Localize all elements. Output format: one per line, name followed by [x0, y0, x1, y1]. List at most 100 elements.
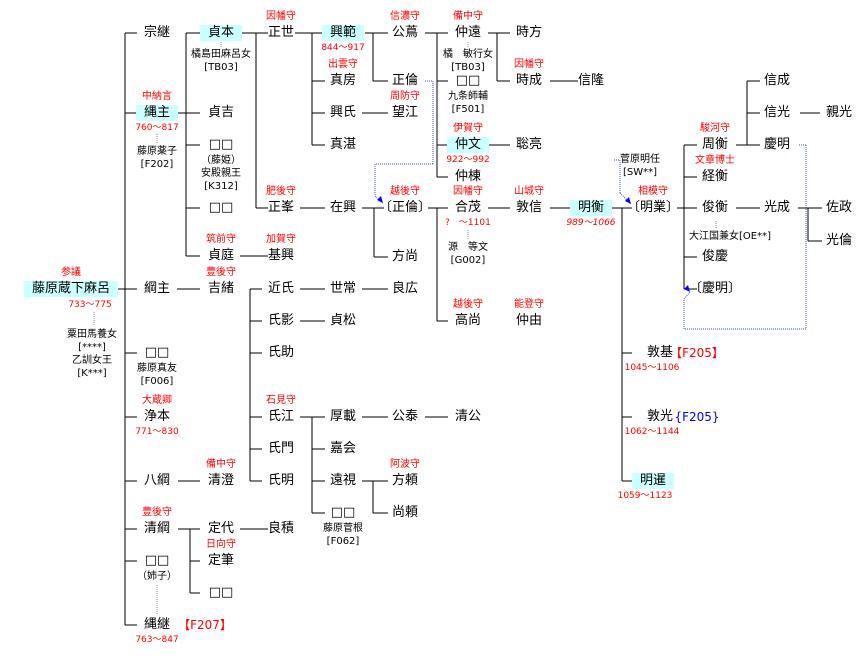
person-masayori[interactable]: 方頼 — [391, 473, 419, 488]
person-meisen[interactable]: 明暹 — [631, 473, 675, 489]
life-years: 760～817 — [135, 123, 179, 133]
person-kiyokimi[interactable]: 清公 — [454, 409, 482, 424]
person-naoyori[interactable]: 尚頼 — [391, 505, 419, 520]
person-sadayo[interactable]: 定代 — [207, 521, 235, 536]
office-title: 豊後守 — [142, 507, 172, 518]
person-akihira[interactable]: 明衡 — [569, 200, 613, 216]
person-okinori[interactable]: 興範 — [321, 25, 365, 41]
person-yoshio[interactable]: 吉緒 — [207, 281, 235, 296]
person-u1[interactable]: □□ — [144, 345, 170, 360]
person-u7[interactable]: □□ — [455, 73, 481, 88]
ref-code[interactable]: 【F205】 — [670, 346, 724, 360]
person-ujikado[interactable]: 氏門 — [267, 441, 295, 456]
person-kurajimaro[interactable]: 藤原蔵下麻呂 — [23, 281, 119, 297]
person-matan[interactable]: 真湛 — [329, 137, 357, 152]
person-kiyomoto[interactable]: 浄本 — [143, 409, 171, 424]
person-masamine[interactable]: 正峯 — [267, 200, 295, 215]
person-kiyotsuna[interactable]: 清綱 — [143, 521, 171, 536]
person-kimiyasu[interactable]: 公泰 — [391, 409, 419, 424]
spouse-name: 源 等文 — [448, 242, 488, 253]
person-tadatsugu[interactable]: 縄継 — [143, 617, 171, 632]
person-kiyosumi[interactable]: 清澄 — [207, 473, 235, 488]
person-masayo[interactable]: 正世 — [267, 25, 295, 40]
person-mafusa[interactable]: 真房 — [329, 73, 357, 88]
person-toshihira[interactable]: 俊衡 — [701, 200, 729, 215]
person-nakayoshi[interactable]: 仲由 — [515, 313, 543, 328]
person-yoshitsumi[interactable]: 良積 — [267, 521, 295, 536]
person-tadanushi[interactable]: 縄主 — [135, 105, 179, 121]
person-motooki[interactable]: 基興 — [267, 248, 295, 263]
person-ujiakira[interactable]: 氏明 — [267, 473, 295, 488]
person-ujie[interactable]: 氏江 — [267, 409, 295, 424]
person-mitsunari[interactable]: 光成 — [763, 200, 791, 215]
office-title: 豊後守 — [206, 267, 236, 278]
person-arioki[interactable]: 在興 — [329, 200, 357, 215]
person-sadafude[interactable]: 定筆 — [207, 553, 235, 568]
spouse-name: 藤原菅根 — [323, 523, 363, 534]
ref-code[interactable]: {F205} — [674, 410, 720, 424]
person-masanao[interactable]: 方尚 — [391, 249, 419, 264]
person-nakafumi[interactable]: 仲文 — [446, 137, 490, 153]
person-tokikata[interactable]: 時方 — [515, 25, 543, 40]
person-yoshihiro[interactable]: 良広 — [391, 281, 419, 296]
person-yotsune[interactable]: 世常 — [329, 281, 357, 296]
person-mitsunori[interactable]: 光倫 — [825, 233, 853, 248]
person-tokinari[interactable]: 時成 — [515, 73, 543, 88]
person-atsunobu[interactable]: 敦信 — [515, 200, 543, 215]
person-u5[interactable]: □□ — [208, 585, 234, 600]
ref-code[interactable]: 【F207】 — [178, 618, 232, 632]
person-nakatoo[interactable]: 仲遠 — [454, 25, 482, 40]
office-title: 阿波守 — [390, 459, 420, 470]
person-tsunanushi[interactable]: 綱主 — [143, 281, 171, 296]
person-chikauji[interactable]: 近氏 — [267, 281, 295, 296]
person-masanori[interactable]: 正倫 — [391, 73, 419, 88]
person-soryo[interactable]: 聡亮 — [515, 137, 543, 152]
office-title: 日向守 — [206, 539, 236, 550]
spouse-info: [K312] — [204, 181, 238, 192]
person-yatsuna[interactable]: 八綱 — [143, 473, 171, 488]
office-title: 備中守 — [453, 11, 483, 22]
person-moe[interactable]: 望江 — [391, 105, 419, 120]
spouse-name: [SW**] — [622, 167, 658, 178]
person-nobunari[interactable]: 信成 — [763, 73, 791, 88]
person-atsumitsu[interactable]: 敦光 — [646, 409, 674, 424]
person-munetsugu[interactable]: 宗継 — [143, 25, 171, 40]
person-yoshie[interactable]: 嘉会 — [329, 441, 357, 456]
person-keimei2[interactable]: 〔慶明〕 — [688, 281, 742, 296]
person-shunkei[interactable]: 俊慶 — [701, 249, 729, 264]
person-masanori2[interactable]: 〔正倫〕 — [378, 200, 432, 215]
office-title: 加賀守 — [266, 234, 296, 245]
person-tsunehira[interactable]: 経衡 — [701, 169, 729, 184]
person-u4[interactable]: □□ — [208, 200, 234, 215]
person-kimikazu[interactable]: 公蔦 — [391, 25, 419, 40]
person-chikahira[interactable]: 周衡 — [701, 137, 729, 152]
person-sadayoshi[interactable]: 貞吉 — [207, 105, 235, 120]
person-sukemasa[interactable]: 佐政 — [825, 200, 853, 215]
person-aimochi[interactable]: 合茂 — [454, 200, 482, 215]
person-atsumoto[interactable]: 敦基 — [646, 345, 674, 360]
person-ujisuke[interactable]: 氏助 — [267, 345, 295, 360]
arrow-head-icon — [377, 196, 383, 203]
person-chikamitsu[interactable]: 親光 — [825, 105, 853, 120]
person-okiuji[interactable]: 興氏 — [329, 105, 357, 120]
person-sugawara[interactable]: 菅原明任 — [620, 154, 660, 165]
person-u2[interactable]: □□ — [144, 553, 170, 568]
person-nakamune[interactable]: 仲棟 — [454, 169, 482, 184]
person-ujikage[interactable]: 氏影 — [267, 313, 295, 328]
person-sadamatsu[interactable]: 貞松 — [329, 313, 357, 328]
person-nobumitsu[interactable]: 信光 — [763, 105, 791, 120]
life-years: 771～830 — [135, 427, 179, 437]
person-u3[interactable]: □□ — [208, 137, 234, 152]
person-sadamoto[interactable]: 貞本 — [199, 25, 243, 41]
person-atsunori[interactable]: 厚載 — [329, 409, 357, 424]
person-akiyoshi[interactable]: 〔明業〕 — [626, 200, 680, 215]
spouse-info: [TB03] — [204, 62, 238, 73]
person-u6[interactable]: □□ — [330, 505, 356, 520]
person-tomi[interactable]: 遠視 — [329, 473, 357, 488]
person-sadaniwa[interactable]: 貞庭 — [207, 248, 235, 263]
office-title: 備中守 — [206, 459, 236, 470]
person-takanao[interactable]: 高尚 — [454, 313, 482, 328]
person-keimei[interactable]: 慶明 — [763, 137, 791, 152]
person-nobutaka[interactable]: 信隆 — [577, 73, 605, 88]
